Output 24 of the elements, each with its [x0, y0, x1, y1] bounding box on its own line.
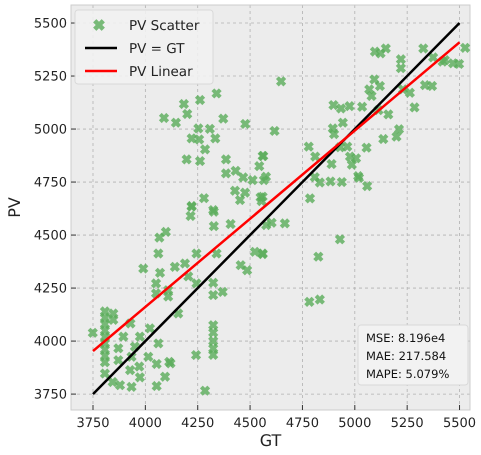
legend-label: PV Scatter [129, 18, 200, 34]
x-tick-label: 3750 [76, 416, 110, 431]
annotation: MAE: 217.584 [366, 349, 446, 363]
x-tick-label: 5000 [338, 416, 372, 431]
y-tick-label: 5250 [34, 70, 67, 85]
y-tick-label: 3750 [34, 388, 67, 403]
x-axis-title: GT [260, 431, 282, 450]
x-tick-label: 4250 [181, 416, 214, 431]
x-tick-label: 5500 [442, 416, 476, 431]
y-tick-label: 4000 [34, 334, 67, 350]
x-tick-label: 4750 [286, 416, 319, 431]
y-tick-label: 4500 [34, 228, 67, 244]
y-tick-label: 5500 [34, 16, 67, 32]
x-tick-label: 5250 [390, 416, 424, 431]
y-tick-label: 5000 [34, 122, 67, 138]
annotation: MAPE: 5.079% [366, 367, 450, 381]
y-axis-title: PV [5, 197, 24, 218]
x-tick-label: 4500 [234, 416, 267, 431]
x-tick-label: 4000 [128, 416, 162, 431]
legend-label: PV Linear [129, 64, 194, 80]
annotation: MSE: 8.196e4 [366, 331, 446, 345]
legend-label: PV = GT [129, 41, 186, 57]
y-tick-label: 4250 [34, 282, 67, 297]
y-tick-label: 4750 [34, 176, 67, 191]
